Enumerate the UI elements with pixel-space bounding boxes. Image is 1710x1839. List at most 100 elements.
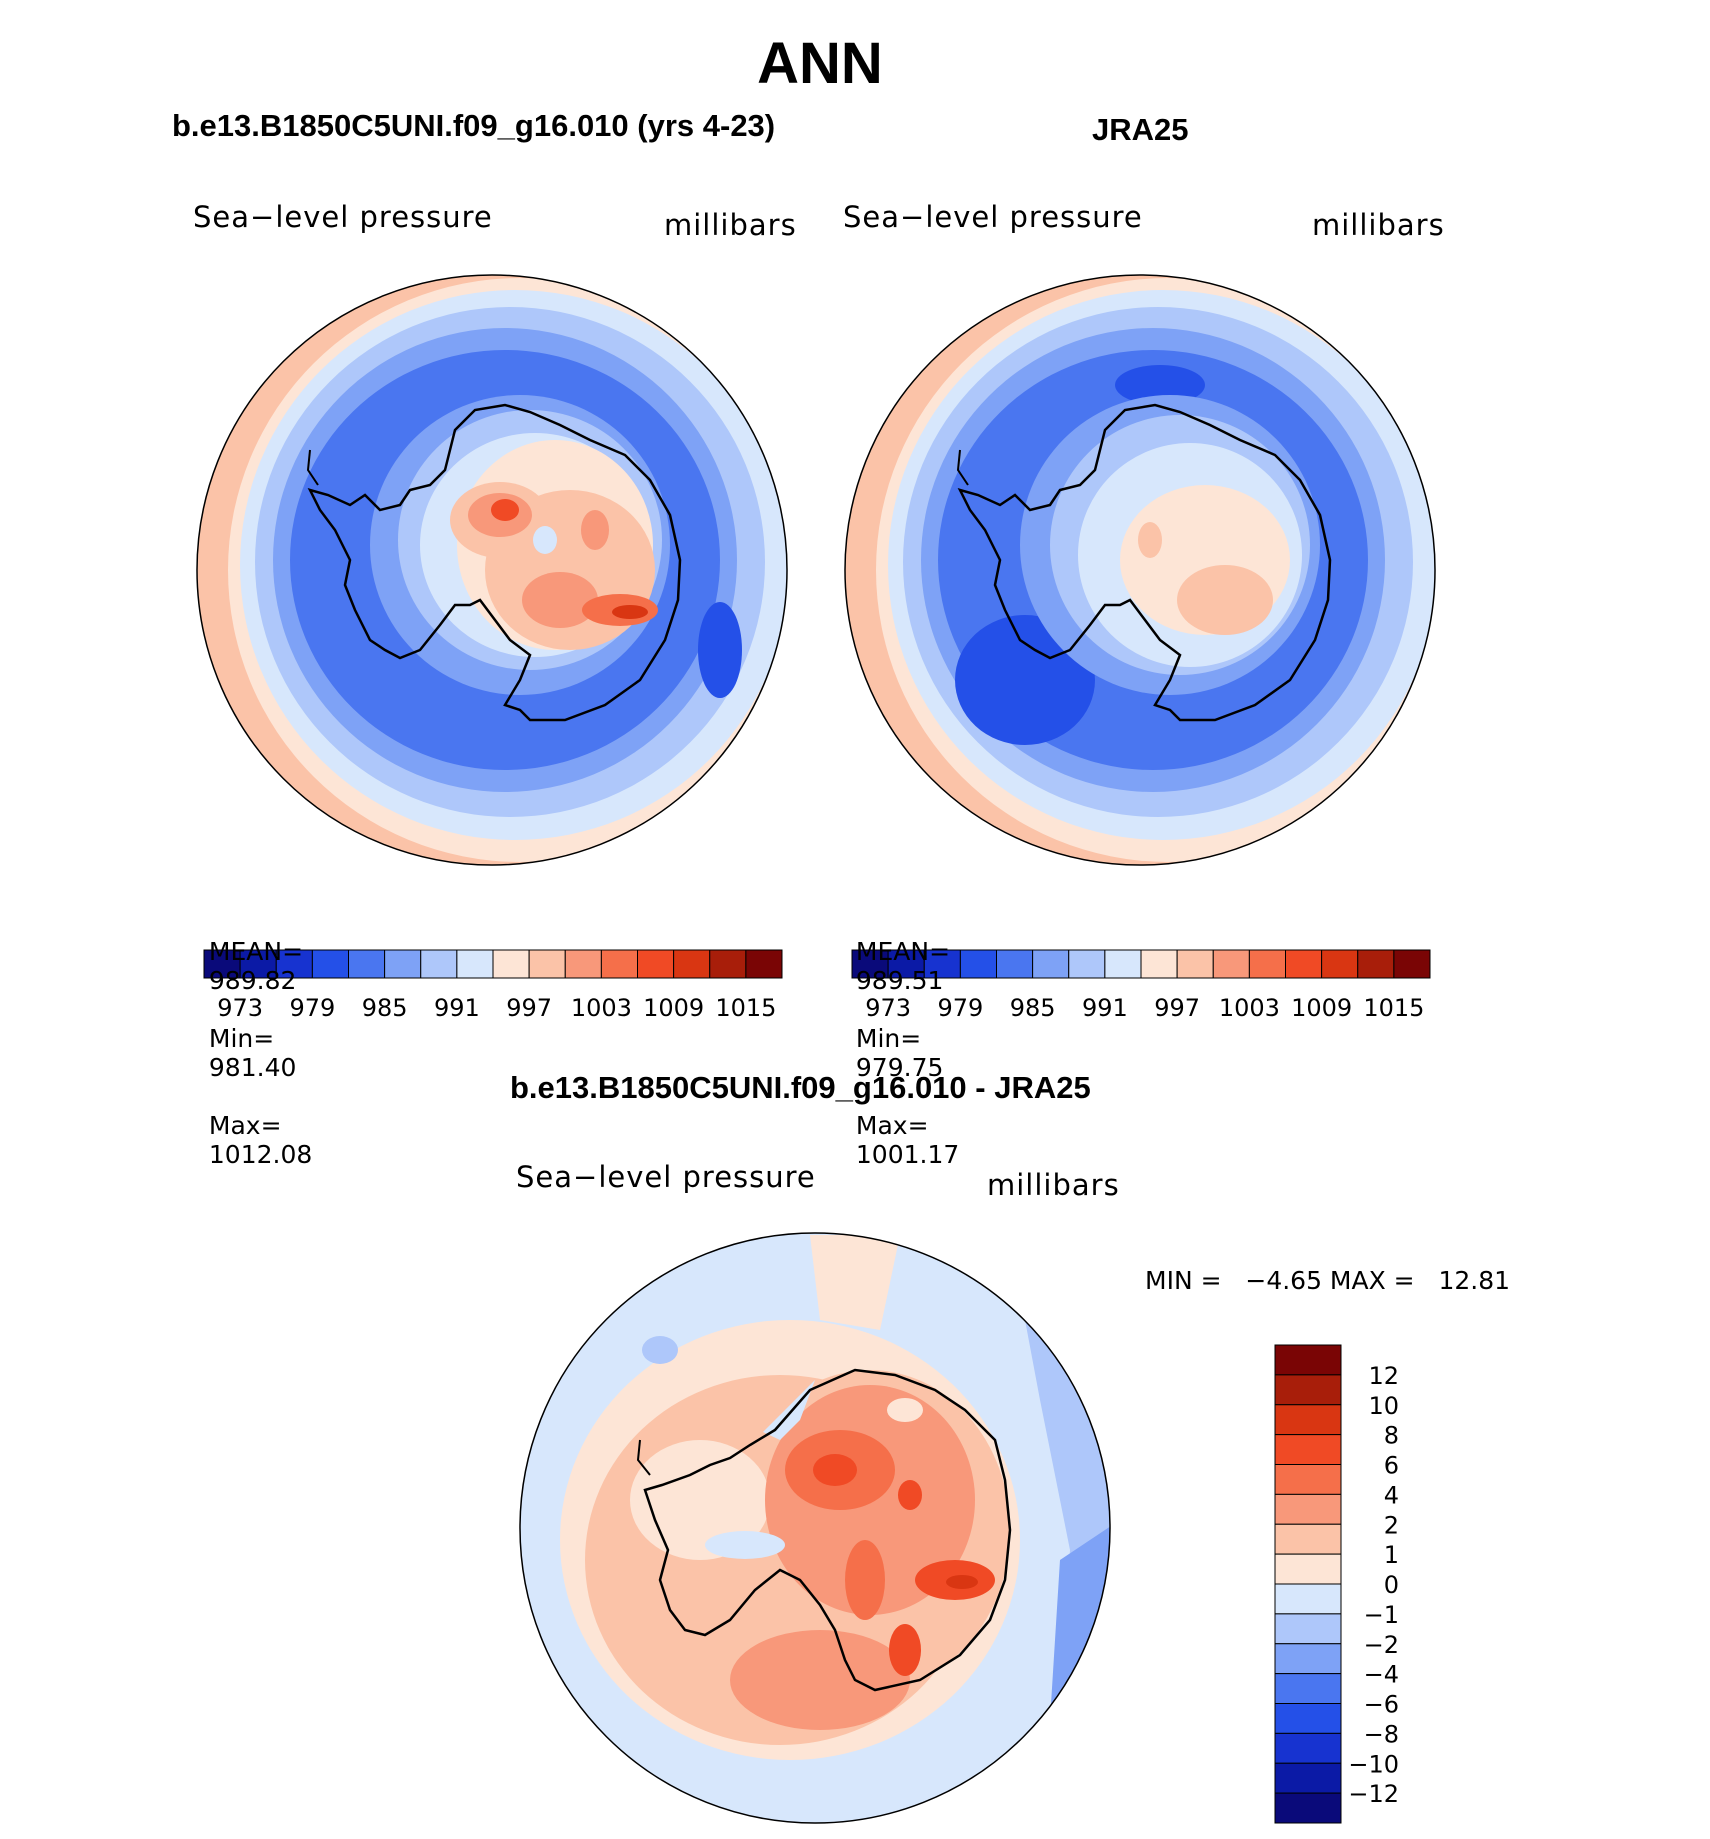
colorbar-tick-label: 985: [1010, 994, 1056, 1022]
obs-max-label: Max=: [855, 1111, 929, 1140]
obs-map: [845, 275, 1435, 865]
colorbar-tick-label: 973: [865, 994, 911, 1022]
colorbar-swatch: [996, 949, 1034, 979]
colorbar-swatch: [1285, 949, 1323, 979]
colorbar-tick-label: 4: [1384, 1481, 1399, 1509]
model-variable-label: Sea−level pressure: [193, 200, 493, 234]
obs-mean-label: MEAN=: [855, 937, 951, 966]
colorbar-swatch: [420, 949, 458, 979]
colorbar-swatch: [1274, 1434, 1342, 1465]
obs-min-value: 979.75: [855, 1053, 944, 1082]
colorbar-swatch: [1274, 1464, 1342, 1495]
colorbar-tick-label: 991: [1082, 994, 1128, 1022]
colorbar-tick-label: 12: [1368, 1362, 1399, 1390]
colorbar-swatch: [384, 949, 422, 979]
colorbar-swatch: [709, 949, 747, 979]
colorbar-tick-label: 1015: [1363, 994, 1424, 1022]
colorbar-tick-label: 1003: [1219, 994, 1280, 1022]
obs-variable-label: Sea−level pressure: [843, 200, 1143, 234]
colorbar-tick-label: 6: [1384, 1452, 1399, 1480]
colorbar-tick-label: 1015: [715, 994, 776, 1022]
colorbar-swatch: [1274, 1762, 1342, 1794]
colorbar-tick-label: 985: [362, 994, 408, 1022]
colorbar-swatch: [600, 949, 638, 979]
model-units-label: millibars: [664, 208, 797, 242]
model-stats: MEAN= 989.82 Min= 981.40 Max= 1012.08: [193, 908, 312, 1169]
colorbar-swatch: [1393, 949, 1431, 979]
colorbar-swatch: [923, 949, 961, 979]
colorbar-tick-label: −8: [1364, 1720, 1399, 1748]
colorbar-tick-label: 1009: [1291, 994, 1352, 1022]
diff-map: [520, 1233, 1110, 1823]
colorbar-swatch: [1274, 1732, 1342, 1764]
colorbar-tick-label: 997: [506, 994, 552, 1022]
colorbar-tick-label: −10: [1348, 1750, 1399, 1778]
model-map: [197, 275, 787, 865]
model-max-value: 1012.08: [208, 1140, 313, 1169]
main-title: ANN: [757, 31, 883, 96]
obs-max-value: 1001.17: [855, 1140, 960, 1169]
colorbar-swatch: [745, 949, 783, 979]
colorbar-swatch: [1274, 1613, 1342, 1645]
colorbar-tick-label: 10: [1368, 1392, 1399, 1420]
colorbar-swatch: [203, 949, 241, 979]
colorbar-swatch: [528, 949, 566, 979]
colorbar-tick-label: 1003: [571, 994, 632, 1022]
colorbar-swatch: [1104, 949, 1142, 979]
colorbar-tick-label: −6: [1364, 1691, 1399, 1719]
colorbar-tick-label: 997: [1154, 994, 1200, 1022]
model-mean-value: 989.82: [208, 966, 297, 995]
colorbar-swatch: [1357, 949, 1395, 979]
colorbar-swatch: [1321, 949, 1359, 979]
colorbar-swatch: [1032, 949, 1070, 979]
colorbar-swatch: [1274, 1643, 1342, 1675]
colorbar-swatch: [959, 949, 997, 979]
colorbar-tick-label: 1009: [643, 994, 704, 1022]
obs-min-label: Min=: [855, 1024, 922, 1053]
colorbar-swatch: [1274, 1792, 1342, 1824]
colorbar-swatch: [673, 949, 711, 979]
colorbar-tick-label: −1: [1364, 1601, 1399, 1629]
colorbar-swatch: [492, 949, 530, 979]
model-panel-title: b.e13.B1850C5UNI.f09_g16.010 (yrs 4-23): [172, 108, 776, 143]
model-mean-label: MEAN=: [208, 937, 304, 966]
colorbar-tick-label: −4: [1364, 1661, 1399, 1689]
colorbar-swatch: [348, 949, 386, 979]
colorbar-swatch: [1274, 1523, 1342, 1555]
colorbar-swatch: [564, 949, 602, 979]
obs-panel-title: JRA25: [1092, 112, 1189, 147]
colorbar-swatch: [239, 949, 277, 979]
colorbar-tick-label: 979: [937, 994, 983, 1022]
colorbar-tick-label: 8: [1384, 1422, 1399, 1450]
colorbar-tick-label: −12: [1348, 1780, 1399, 1808]
colorbar-swatch: [1274, 1374, 1342, 1406]
colorbar-tick-label: 0: [1384, 1571, 1399, 1599]
obs-colorbar: 973 979 985 991 997 1003 1009 1015: [851, 949, 1431, 1022]
diff-variable-label: Sea−level pressure: [516, 1160, 816, 1194]
model-max-label: Max=: [208, 1111, 282, 1140]
colorbar-tick-label: 973: [217, 994, 263, 1022]
colorbar-swatch: [1274, 1404, 1342, 1436]
colorbar-swatch: [1068, 949, 1106, 979]
colorbar-tick-label: 979: [289, 994, 335, 1022]
model-colorbar: 973 979 985 991 997 1003 1009 1015: [203, 949, 783, 1022]
model-min-label: Min=: [208, 1024, 275, 1053]
diff-min-max: MIN = −4.65 MAX = 12.81: [1145, 1266, 1511, 1295]
colorbar-tick-label: 991: [434, 994, 480, 1022]
colorbar-swatch: [1274, 1673, 1342, 1704]
colorbar-swatch: [1248, 949, 1286, 979]
colorbar-swatch: [1212, 949, 1250, 979]
colorbar-swatch: [887, 949, 925, 979]
colorbar-swatch: [1274, 1703, 1342, 1734]
colorbar-swatch: [1274, 1344, 1342, 1376]
colorbar-swatch: [1140, 949, 1178, 979]
colorbar-swatch: [1274, 1553, 1342, 1585]
diff-units-label: millibars: [987, 1168, 1120, 1202]
colorbar-swatch: [1274, 1493, 1342, 1525]
colorbar-tick-label: 1: [1384, 1541, 1399, 1569]
colorbar-tick-label: −2: [1364, 1631, 1399, 1659]
colorbar-swatch: [1176, 949, 1214, 979]
colorbar-tick-label: 2: [1384, 1511, 1399, 1539]
